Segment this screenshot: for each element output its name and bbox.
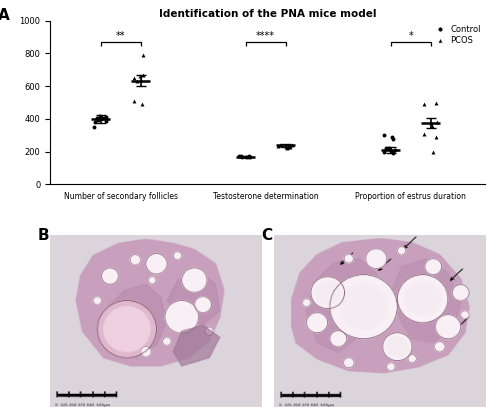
Point [138, 76, 145, 83]
Point [432, 134, 440, 140]
Point [238, 154, 246, 161]
Point [286, 143, 294, 149]
Point [391, 147, 399, 154]
Point [277, 142, 285, 149]
Point [244, 154, 252, 161]
Point [286, 144, 294, 150]
Point [428, 120, 436, 127]
Point [433, 119, 441, 126]
Point [284, 144, 292, 151]
Point [98, 113, 106, 120]
Point [388, 135, 396, 142]
Point [134, 78, 141, 85]
Point [282, 144, 290, 151]
Point [139, 52, 147, 59]
Point [100, 115, 108, 122]
Point [102, 114, 110, 121]
Point [97, 116, 105, 122]
Point [130, 98, 138, 104]
Point [246, 154, 254, 160]
Point [384, 144, 392, 151]
Point [92, 119, 100, 126]
Point [139, 71, 147, 78]
Point [92, 115, 100, 122]
Point [428, 122, 436, 129]
Point [96, 112, 104, 119]
Text: C: C [261, 228, 272, 243]
Point [238, 152, 246, 159]
Point [138, 101, 146, 107]
Legend: Control, PCOS: Control, PCOS [428, 22, 484, 49]
Point [388, 134, 396, 140]
Point [432, 99, 440, 106]
Point [136, 73, 144, 80]
Point [380, 132, 388, 139]
Text: A: A [0, 7, 10, 23]
Point [274, 143, 282, 150]
Point [94, 117, 102, 123]
Point [382, 145, 390, 152]
Point [389, 149, 397, 156]
Text: B: B [38, 228, 49, 243]
Point [420, 130, 428, 137]
Text: *: * [408, 31, 413, 41]
Point [429, 149, 437, 155]
Point [284, 144, 292, 151]
Point [246, 152, 254, 159]
Point [380, 149, 388, 155]
Title: Identification of the PNA mice model: Identification of the PNA mice model [159, 9, 376, 19]
Point [288, 142, 296, 149]
Point [130, 75, 138, 81]
Point [242, 153, 250, 160]
Point [276, 142, 283, 148]
Point [420, 101, 428, 107]
Point [90, 124, 98, 130]
Point [102, 117, 110, 124]
Text: ****: **** [256, 31, 275, 41]
Point [235, 153, 243, 160]
Point [384, 146, 392, 153]
Point [387, 148, 395, 154]
Text: **: ** [116, 31, 126, 41]
